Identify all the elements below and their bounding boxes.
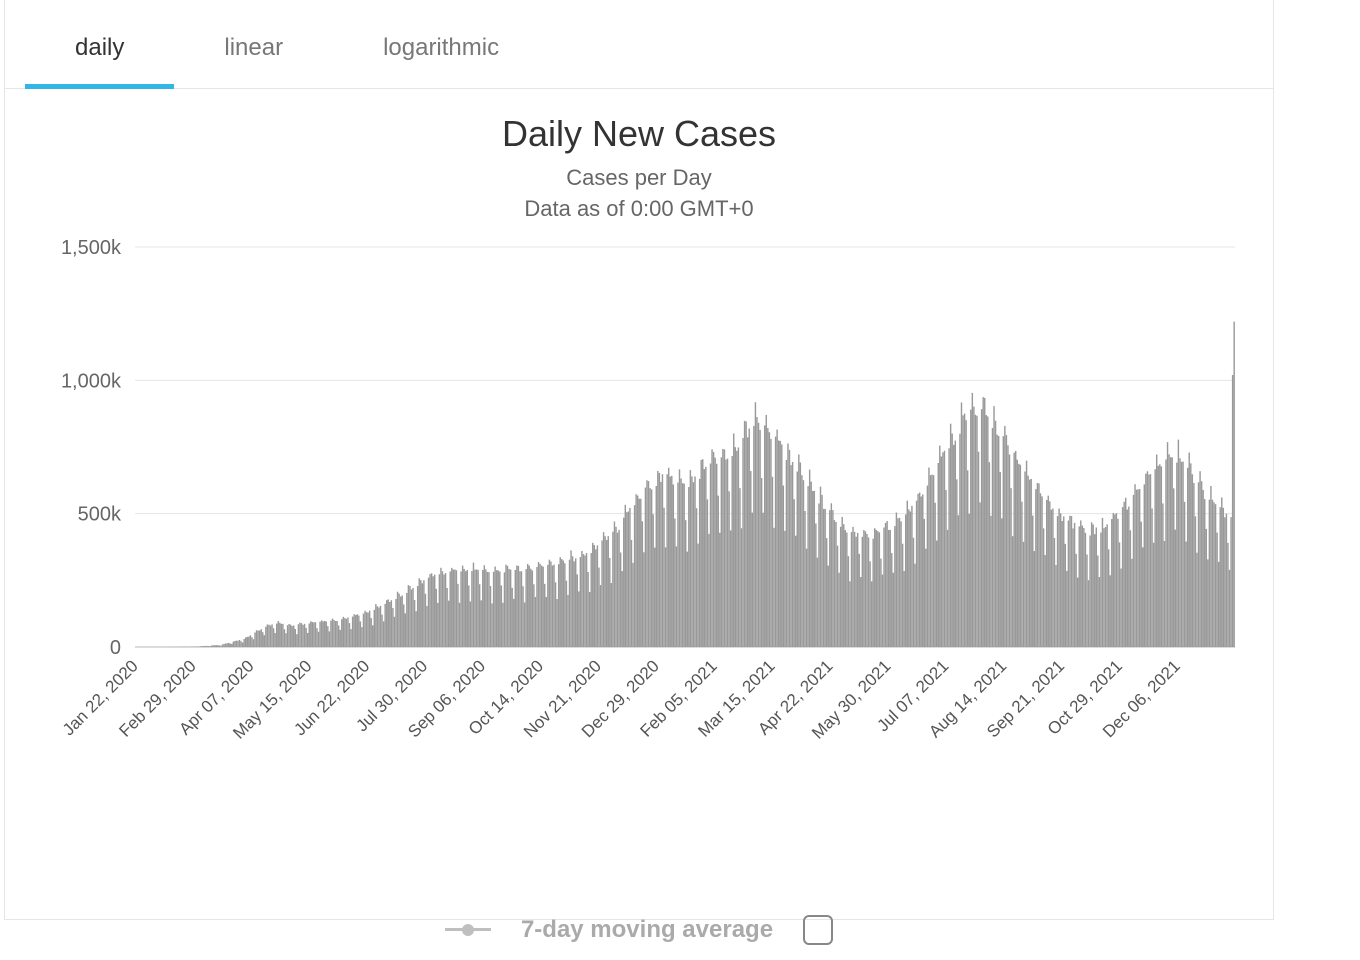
legend[interactable]: 7-day moving average — [5, 915, 1273, 945]
svg-text:1,500k: 1,500k — [61, 237, 122, 259]
tab-daily[interactable]: daily — [25, 6, 174, 88]
plot-area: 0500k1,000k1,500kJan 22, 2020Feb 29, 202… — [35, 237, 1243, 787]
chart-subtitle: Cases per Day Data as of 0:00 GMT+0 — [5, 163, 1273, 225]
legend-marker-icon — [445, 924, 491, 936]
tab-logarithmic[interactable]: logarithmic — [333, 6, 549, 88]
chart-title: Daily New Cases — [5, 113, 1273, 155]
svg-text:0: 0 — [110, 637, 121, 659]
chart-svg: 0500k1,000k1,500kJan 22, 2020Feb 29, 202… — [35, 237, 1245, 787]
legend-checkbox[interactable] — [803, 915, 833, 945]
chart-card: daily linear logarithmic Daily New Cases… — [4, 0, 1274, 920]
tab-linear[interactable]: linear — [174, 6, 333, 88]
subtitle-line2: Data as of 0:00 GMT+0 — [524, 196, 753, 221]
svg-text:1,000k: 1,000k — [61, 370, 122, 392]
svg-text:500k: 500k — [78, 503, 122, 525]
tabs-bar: daily linear logarithmic — [5, 0, 1273, 89]
legend-label: 7-day moving average — [521, 916, 773, 944]
subtitle-line1: Cases per Day — [566, 165, 712, 190]
title-block: Daily New Cases Cases per Day Data as of… — [5, 113, 1273, 225]
